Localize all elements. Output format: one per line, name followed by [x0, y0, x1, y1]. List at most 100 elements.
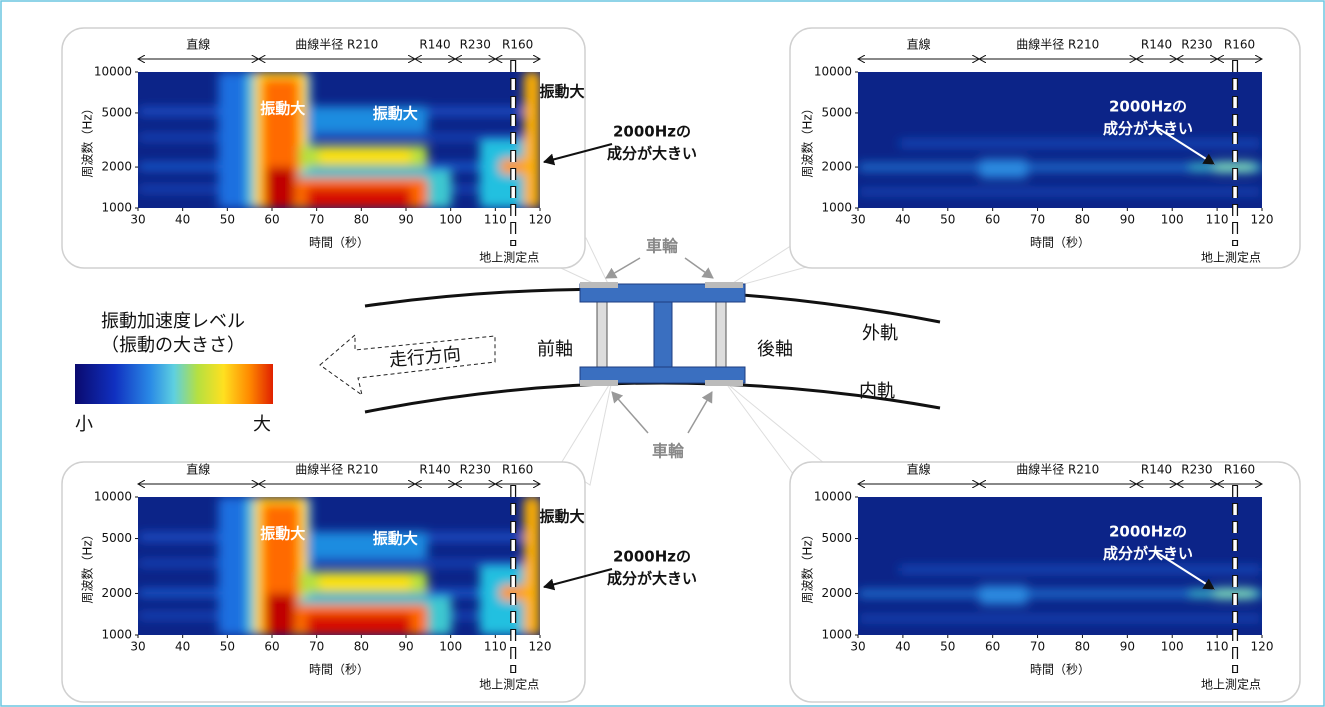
pointer [688, 392, 712, 433]
spectrogram-panel: 1000200050001000030405060708090100110120… [790, 28, 1300, 268]
x-tick-label: 60 [985, 213, 1000, 227]
heatmap-cell [319, 576, 411, 590]
x-tick-label: 90 [1120, 640, 1135, 654]
wheel [705, 282, 743, 288]
segment-label: R230 [1181, 38, 1212, 52]
measurement-label: 地上測定点 [1201, 250, 1261, 265]
y-tick-label: 10000 [814, 490, 852, 504]
y-tick-label: 2000 [101, 160, 132, 174]
segment-label: R140 [1141, 38, 1172, 52]
x-tick-label: 50 [220, 640, 235, 654]
callout-text: 成分が大きい [607, 570, 697, 588]
x-tick-label: 60 [985, 640, 1000, 654]
measurement-label: 地上測定点 [1201, 677, 1261, 692]
x-tick-label: 100 [439, 213, 462, 227]
segment-label: 直線 [186, 462, 210, 477]
pointer [606, 258, 640, 278]
pointer [612, 392, 648, 433]
callout-text: 2000Hzの [613, 123, 691, 141]
heatmap-cell [524, 497, 540, 635]
y-axis-label: 周波数（Hz） [80, 102, 95, 177]
x-tick-label: 30 [130, 213, 145, 227]
bogie-diagram: 走行方向 車輪 車輪 前軸 後軸 外軌 内軌 [320, 237, 940, 461]
heatmap [138, 497, 540, 635]
x-tick-label: 40 [895, 213, 910, 227]
segment-label: R140 [419, 38, 450, 52]
note: 振動大 [260, 525, 305, 543]
wheel [580, 380, 618, 386]
spectrogram-panel: 1000200050001000030405060708090100110120… [62, 462, 697, 703]
heatmap-cell [898, 140, 1262, 147]
y-axis-label: 周波数（Hz） [800, 528, 815, 603]
segment-label: 曲線半径 R210 [1016, 37, 1099, 52]
segment-label: 曲線半径 R210 [295, 37, 378, 52]
x-tick-label: 90 [398, 640, 413, 654]
heatmap-cell [858, 616, 1262, 622]
heatmap-cell [267, 167, 295, 208]
x-tick-label: 120 [529, 213, 552, 227]
x-tick-label: 60 [264, 213, 279, 227]
x-tick-label: 40 [175, 640, 190, 654]
x-tick-label: 120 [529, 640, 552, 654]
front-axle-label: 前軸 [537, 339, 573, 360]
segment-label: 曲線半径 R210 [295, 462, 378, 477]
segment-label: 曲線半径 R210 [1016, 462, 1099, 477]
x-tick-label: 50 [220, 213, 235, 227]
heatmap-cell [979, 585, 1027, 604]
wheel [705, 380, 743, 386]
segment-label: R160 [1224, 463, 1255, 477]
x-tick-label: 110 [484, 640, 507, 654]
callout-text: 成分が大きい [1103, 120, 1193, 138]
x-tick-label: 80 [1075, 640, 1090, 654]
x-tick-label: 70 [309, 213, 324, 227]
x-tick-label: 100 [439, 640, 462, 654]
front-axle [597, 300, 607, 370]
x-axis-label: 時間（秒） [309, 236, 369, 250]
y-tick-label: 10000 [94, 490, 132, 504]
inner-rail [365, 383, 940, 412]
x-tick-label: 70 [309, 640, 324, 654]
segment-label: R160 [502, 463, 533, 477]
y-tick-label: 2000 [821, 160, 852, 174]
heatmap-cell [138, 560, 540, 566]
wheel-label: 車輪 [652, 442, 685, 461]
y-tick-label: 1000 [101, 628, 132, 642]
x-tick-label: 90 [398, 213, 413, 227]
heatmap-cell [138, 135, 540, 140]
x-tick-label: 40 [895, 640, 910, 654]
heatmap-cell [307, 614, 412, 635]
x-tick-label: 30 [130, 640, 145, 654]
y-tick-label: 10000 [814, 65, 852, 79]
x-axis-label: 時間（秒） [1030, 236, 1090, 250]
measurement-label: 地上測定点 [479, 250, 539, 265]
x-tick-label: 100 [1161, 213, 1184, 227]
y-tick-label: 5000 [821, 105, 852, 119]
segment-label: R230 [460, 463, 491, 477]
legend-title: 振動加速度レベル [101, 311, 245, 332]
measurement-label: 地上測定点 [479, 677, 539, 692]
y-axis-label: 周波数（Hz） [80, 528, 95, 603]
heatmap-cell [898, 566, 1262, 573]
x-tick-label: 50 [940, 640, 955, 654]
inner-rail-label: 内軌 [859, 381, 895, 402]
segment-label: 直線 [186, 37, 210, 52]
x-tick-label: 70 [1030, 640, 1045, 654]
callout-text: 成分が大きい [1103, 545, 1193, 563]
heatmap-cell [979, 159, 1027, 178]
outer-rail-label: 外軌 [862, 323, 898, 344]
y-axis-label: 周波数（Hz） [800, 102, 815, 177]
legend-min: 小 [75, 414, 93, 435]
y-tick-label: 1000 [821, 201, 852, 215]
heatmap [858, 72, 1262, 208]
x-tick-label: 90 [1120, 213, 1135, 227]
legend-subtitle: （振動の大きさ） [101, 335, 245, 356]
figure: 1000 2000 5000 10000 30 40 50 60 70 80 90 100 110 120… [0, 0, 1325, 707]
heatmap-cell [319, 150, 411, 164]
x-tick-label: 70 [1030, 213, 1045, 227]
callout-text: 成分が大きい [607, 145, 697, 163]
colorbar [75, 364, 273, 404]
x-tick-label: 80 [354, 213, 369, 227]
legend: 振動加速度レベル （振動の大きさ） 小 大 [75, 311, 273, 435]
note: 振動大 [373, 530, 418, 548]
